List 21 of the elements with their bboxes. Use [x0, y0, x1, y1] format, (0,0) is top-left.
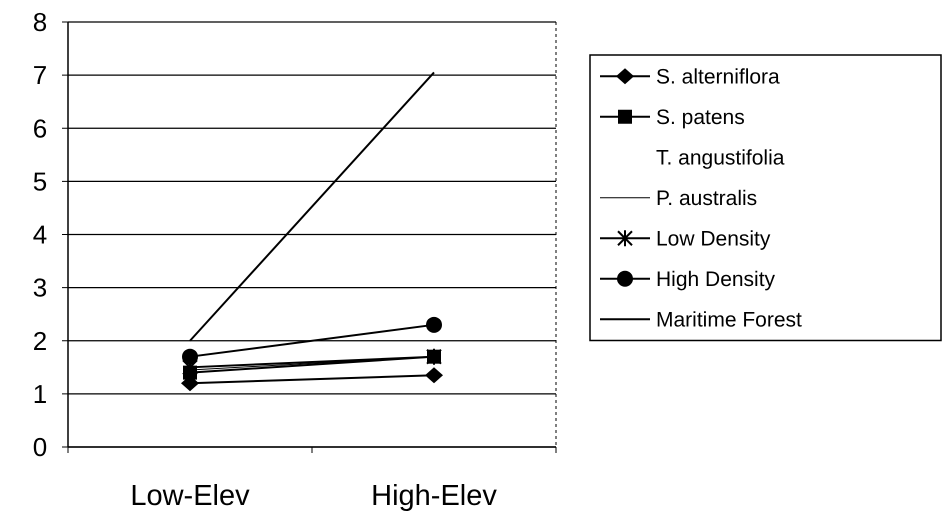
- y-tick-label: 6: [32, 113, 48, 144]
- text: T. angustifolia: [656, 146, 785, 170]
- point: [425, 367, 443, 384]
- x-tick-label: High-Elev: [371, 480, 498, 512]
- x-tick-label: Low-Elev: [130, 480, 250, 512]
- point: [182, 348, 198, 365]
- y-tick-label: 0: [32, 432, 48, 462]
- legend-label: Low Density: [656, 228, 771, 251]
- point: [426, 316, 442, 333]
- legend-label: P. australis: [656, 187, 758, 210]
- legend-label: S. patens: [656, 106, 745, 130]
- legend-label: High Density: [656, 268, 776, 292]
- legend-label: S. alterniflora: [656, 66, 780, 89]
- y-tick-label: 2: [32, 326, 48, 356]
- y-tick-label: 8: [32, 7, 48, 38]
- y-tick-label: 3: [32, 272, 48, 303]
- y-tick-label: 1: [32, 378, 48, 409]
- y-tick-label: 4: [32, 220, 48, 250]
- y-tick-label: 5: [32, 166, 48, 196]
- legend-label: Maritime Forest: [656, 308, 802, 332]
- y-tick-label: 7: [32, 60, 48, 90]
